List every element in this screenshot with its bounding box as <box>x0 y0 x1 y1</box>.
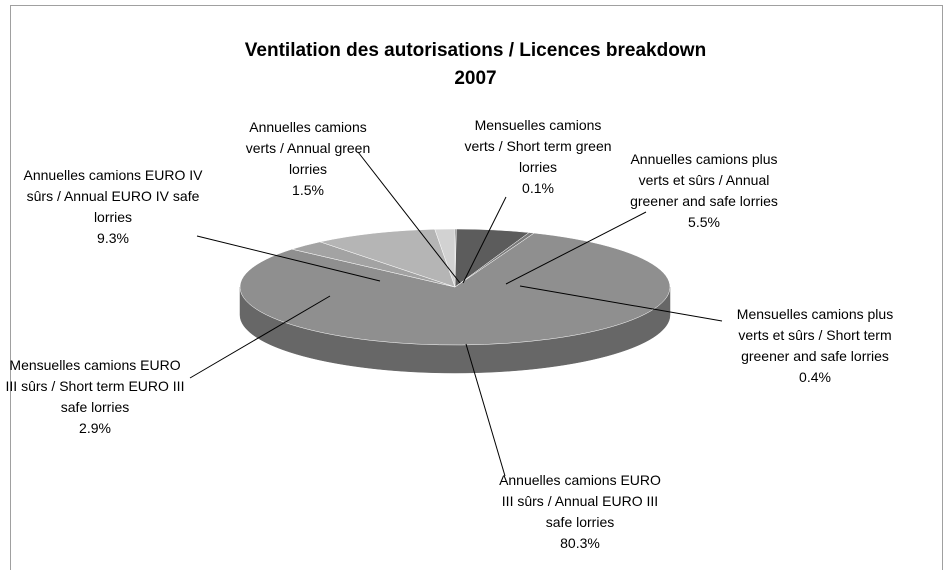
leader-line <box>505 211 647 285</box>
label-value: 5.5% <box>688 214 720 230</box>
label-value: 1.5% <box>292 182 324 198</box>
label-category: Annuelles camions plus verts et sûrs / A… <box>630 151 778 209</box>
chart-title: Ventilation des autorisations / Licences… <box>244 40 707 61</box>
label-category: Annuelles camions EURO IV sûrs / Annual … <box>23 167 203 225</box>
data-label: Annuelles camions EURO IV sûrs / Annual … <box>21 165 206 249</box>
leader-line <box>196 235 381 282</box>
slice <box>434 228 456 288</box>
label-value: 9.3% <box>97 230 129 246</box>
leader-line <box>519 285 723 322</box>
slice <box>319 229 456 288</box>
label-value: 80.3% <box>560 535 600 551</box>
label-category: Annuelles camions EURO III sûrs / Annual… <box>499 472 661 530</box>
data-label: Mensuelles camions EURO III sûrs / Short… <box>5 355 185 439</box>
leader-line <box>357 151 461 284</box>
leader-line <box>462 196 507 284</box>
slice <box>239 232 671 346</box>
data-label: Annuelles camions verts / Annual green l… <box>233 117 383 201</box>
label-category: Mensuelles camions plus verts et sûrs / … <box>736 306 894 364</box>
leader-line <box>465 343 506 477</box>
label-value: 0.1% <box>522 180 554 196</box>
label-category: Annuelles camions verts / Annual green l… <box>245 119 371 177</box>
data-label: Mensuelles camions plus verts et sûrs / … <box>728 304 903 388</box>
label-category: Mensuelles camions EURO III sûrs / Short… <box>5 357 185 415</box>
label-value: 2.9% <box>79 420 111 436</box>
chart-title: 2007 <box>454 68 497 89</box>
data-label: Mensuelles camions verts / Short term gr… <box>463 115 613 199</box>
data-label: Annuelles camions EURO III sûrs / Annual… <box>493 470 668 554</box>
leader-line <box>189 295 331 379</box>
label-category: Mensuelles camions verts / Short term gr… <box>464 117 612 175</box>
data-label: Annuelles camions plus verts et sûrs / A… <box>622 149 787 233</box>
label-value: 0.4% <box>799 369 831 385</box>
